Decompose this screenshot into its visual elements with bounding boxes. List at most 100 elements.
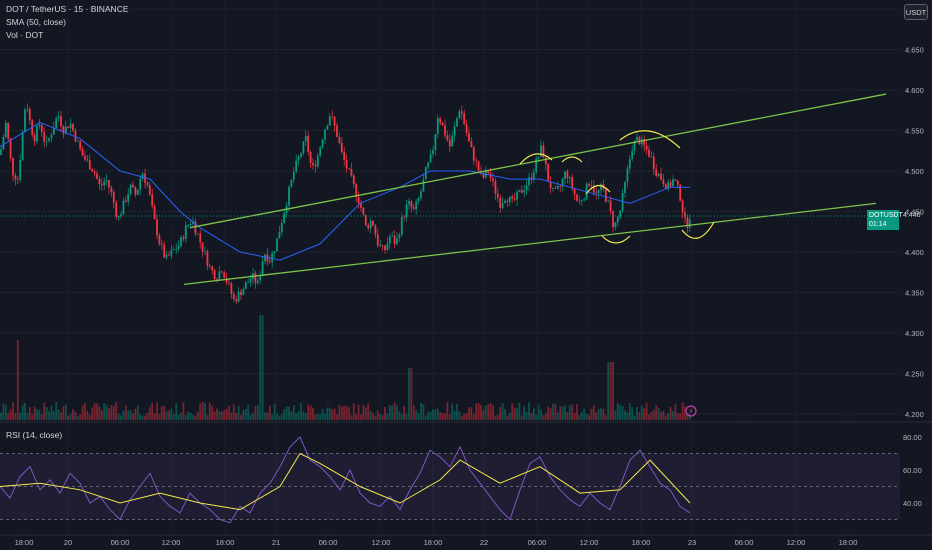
volume-bar [189, 412, 192, 420]
candle-body [300, 153, 302, 157]
volume-bar [38, 409, 41, 420]
sma-legend[interactable]: SMA (50, close) [6, 17, 66, 27]
volume-bar [525, 412, 528, 420]
volume-bar [444, 413, 446, 420]
candle-body [187, 225, 190, 226]
candle-body [415, 201, 418, 210]
candle-body [297, 156, 300, 161]
candle-body [561, 178, 564, 187]
flash-icon[interactable] [685, 405, 697, 417]
symbol-legend[interactable]: DOT / TetherUS · 15 · BINANCE [6, 4, 129, 14]
volume-bar [492, 405, 494, 420]
volume-bar [273, 403, 276, 420]
volume-bar [64, 404, 67, 420]
candle-body [576, 194, 578, 201]
candle-body [463, 113, 466, 125]
annotation-marks[interactable] [519, 130, 715, 244]
volume-bar [376, 410, 379, 420]
volume-bar [398, 411, 401, 420]
candle-body [132, 184, 134, 188]
rsi-legend[interactable]: RSI (14, close) [6, 430, 63, 440]
candle-body [511, 196, 514, 199]
volume-bar [124, 405, 127, 420]
volume-bar [220, 411, 223, 420]
volume-bar [256, 404, 259, 420]
volume-bar [206, 415, 209, 420]
volume-bar [424, 415, 427, 420]
candle-body [43, 131, 46, 142]
candle-body [271, 252, 274, 263]
volume-bar [506, 415, 509, 420]
volume-bar [660, 412, 662, 420]
candle-body [597, 190, 600, 194]
candle-body [429, 154, 432, 163]
candle-body [45, 140, 48, 142]
volume-bar [21, 405, 24, 420]
volume-bar [213, 411, 216, 420]
volume-bar [84, 402, 86, 420]
volume-bar [180, 412, 182, 420]
time-tick-label: 06:00 [735, 538, 754, 547]
candle-body [50, 134, 53, 139]
candle-body [244, 282, 247, 289]
candle-body [571, 177, 574, 189]
candle-body [237, 291, 240, 302]
candle-body [196, 233, 199, 235]
candle-body [170, 249, 173, 256]
annotation-arc [561, 156, 583, 163]
volume-bar [340, 406, 343, 420]
candle-body [472, 147, 475, 161]
candle-body [657, 173, 660, 176]
candle-body [633, 140, 636, 151]
candle-body [264, 254, 266, 262]
time-axis[interactable]: 18:00 20 06:00 12:00 18:00 21 06:00 12:00 18:00 2… [15, 538, 858, 547]
volume-bar [0, 412, 2, 420]
time-tick-label: 18:00 [632, 538, 651, 547]
volume-bar [67, 415, 70, 420]
volume-bar [232, 403, 235, 420]
candle-body [256, 280, 259, 283]
candle-body [506, 200, 509, 202]
candle-body [249, 278, 252, 282]
candle-body [360, 203, 362, 208]
annotation-arc [519, 153, 553, 165]
volume-bar [451, 403, 454, 420]
candle-body [616, 216, 619, 223]
candle-body [211, 266, 214, 271]
volume-bar [384, 407, 386, 420]
candle-body [36, 126, 38, 142]
candle-body [655, 169, 658, 176]
volume-bar [609, 362, 612, 420]
volume-bar [88, 415, 91, 420]
volume-bar [415, 410, 418, 420]
rsi-tick-label: 40.00 [903, 499, 922, 508]
volume-bar [297, 411, 300, 420]
volume-bar [122, 410, 125, 420]
volume-bar [153, 413, 156, 420]
candle-body [12, 157, 14, 176]
volume-bar [60, 412, 62, 420]
volume-bar [655, 405, 658, 420]
channel-lines[interactable] [183, 93, 887, 286]
time-tick-label: 06:00 [111, 538, 130, 547]
candle-body [304, 135, 307, 142]
volume-bar [616, 403, 619, 420]
candle-body [67, 126, 70, 129]
candle-body [19, 160, 22, 180]
volume-bar [136, 405, 139, 420]
candle-body [316, 155, 319, 167]
vol-legend[interactable]: Vol · DOT [6, 30, 44, 40]
volume-bar [151, 402, 154, 420]
currency-button[interactable]: USDT [904, 4, 928, 20]
candle-body [290, 179, 293, 187]
volume-bar [367, 403, 370, 420]
volume-bar [132, 413, 134, 420]
volume-bar [230, 412, 233, 420]
candle-body [201, 242, 204, 252]
candle-body [62, 126, 65, 134]
candle-body [427, 162, 430, 168]
time-tick-label: 12:00 [787, 538, 806, 547]
candle-body [410, 201, 413, 208]
volume-bar [619, 405, 622, 420]
